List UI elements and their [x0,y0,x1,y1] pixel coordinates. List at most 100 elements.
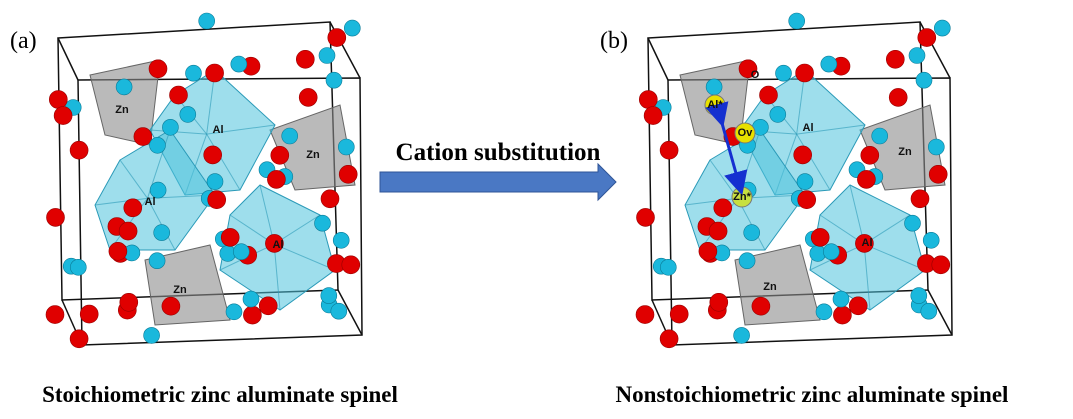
oxygen-atom [342,256,360,274]
caption: Nonstoichiometric zinc aluminate spinel [616,382,1009,407]
oxygen-atom [861,146,879,164]
oxygen-atom [49,91,67,109]
cation-atom [872,128,888,144]
oxygen-atom [833,306,851,324]
oxygen-atom [932,256,950,274]
oxygen-atom [70,141,88,159]
cation-atom [344,20,360,36]
oxygen-atom [206,64,224,82]
oxygen-atom [709,222,727,240]
oxygen-atom [811,228,829,246]
cation-atom [321,288,337,304]
substitution-arrow [380,164,616,200]
cation-atom [833,291,849,307]
cation-atom [154,225,170,241]
oxygen-atom [221,228,239,246]
cation-atom [243,291,259,307]
oxygen-atom [636,306,654,324]
cation-atom [916,72,932,88]
cation-atom [789,13,805,29]
oxygen-atom [699,242,717,260]
cation-atom [226,304,242,320]
oxygen-atom [70,330,88,348]
oxygen-atom [170,86,188,104]
arrow-label: Cation substitution [396,139,601,166]
cation-atom [923,232,939,248]
oxygen-atom [299,88,317,106]
oxygen-atom [644,107,662,125]
cation-atom [326,72,342,88]
oxygen-atom [886,50,904,68]
oxygen-atom [296,50,314,68]
cation-atom [821,56,837,72]
cation-atom [162,119,178,135]
atom-label: Zn [115,104,129,116]
cation-atom [233,244,249,260]
atom-label: Zn [306,149,320,161]
cation-atom [199,13,215,29]
cation-atom [744,225,760,241]
oxygen-atom [120,293,138,311]
cation-atom [331,303,347,319]
cation-atom [338,139,354,155]
atom-label: Zn [763,281,777,293]
oxygen-atom [918,29,936,47]
cation-atom [144,327,160,343]
oxygen-atom [267,170,285,188]
oxygen-atom [54,107,72,125]
atom-label: Ov [738,127,754,139]
oxygen-atom [714,199,732,217]
atom-label: Zn [898,146,912,158]
panel-label: (b) [600,28,628,54]
cation-atom [186,65,202,81]
oxygen-atom [660,141,678,159]
atom-label: Zn* [733,191,751,203]
oxygen-atom [134,128,152,146]
oxygen-atom [109,242,127,260]
oxygen-atom [259,297,277,315]
cation-atom [282,128,298,144]
oxygen-atom [80,305,98,323]
cation-atom [928,139,944,155]
cation-atom [319,48,335,64]
cation-atom [776,65,792,81]
cell-edge [58,38,78,80]
cation-atom [734,327,750,343]
oxygen-atom [670,305,688,323]
oxygen-atom [339,165,357,183]
cation-atom [207,174,223,190]
oxygen-atom [271,146,289,164]
panel-label: (a) [10,28,37,54]
atom-label: Al* [707,99,723,111]
cation-atom [180,106,196,122]
cation-atom [921,303,937,319]
oxygen-atom [911,190,929,208]
oxygen-atom [46,306,64,324]
oxygen-atom [119,222,137,240]
atom-label: Al [803,122,814,134]
caption: Stoichiometric zinc aluminate spinel [42,382,398,407]
cation-atom [934,20,950,36]
oxygen-atom [321,190,339,208]
oxygen-atom [639,91,657,109]
oxygen-atom [929,165,947,183]
oxygen-atom [208,191,226,209]
cation-atom [150,137,166,153]
cation-atom [909,48,925,64]
cation-atom [706,79,722,95]
oxygen-atom [660,330,678,348]
oxygen-atom [798,191,816,209]
oxygen-atom [796,64,814,82]
oxygen-atom [243,306,261,324]
atom-label: Zn [173,284,187,296]
oxygen-atom [149,60,167,78]
oxygen-atom [162,297,180,315]
cation-atom [823,244,839,260]
atom-label: Al [273,239,284,251]
cation-atom [660,259,676,275]
atom-label: Al [213,124,224,136]
oxygen-atom [204,146,222,164]
atom-label: Al [862,237,873,249]
